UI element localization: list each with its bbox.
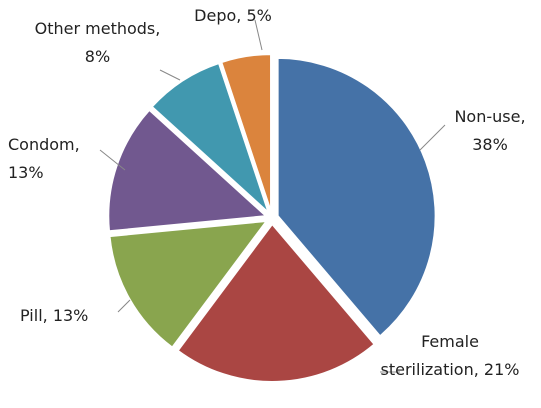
pie-slice [219,53,273,213]
leader-line [254,19,263,51]
slice-label: Other methods, 8% [30,15,165,71]
value-label: 13% [52,306,89,325]
leader-line [159,69,181,81]
value-label: 13% [8,163,44,182]
pie-slice [107,108,269,233]
pie-slice [108,219,269,349]
pie-slice [176,222,377,383]
slice-label: Pill, 13% [20,302,120,330]
value-label: 5% [246,6,272,25]
category-label: Female sterilization, [380,332,479,379]
category-label: Other methods, [34,19,161,38]
value-label: 8% [84,47,111,66]
leader-line [419,124,446,151]
pie-slice [150,61,271,217]
category-label: Condom, [8,135,80,154]
slice-label: Condom, 13% [8,131,98,187]
slice-label: Depo, 5% [188,2,278,30]
category-label: Pill, [20,306,48,325]
slice-label: Non-use, 38% [440,103,540,159]
value-label: 38% [472,135,508,154]
pie-slice [276,56,437,338]
category-label: Depo, [194,6,242,25]
category-label: Non-use, [454,107,526,126]
leader-line [99,149,126,171]
slice-label: Female sterilization, 21% [375,328,525,384]
leader-line [117,299,131,313]
value-label: 21% [483,360,520,379]
